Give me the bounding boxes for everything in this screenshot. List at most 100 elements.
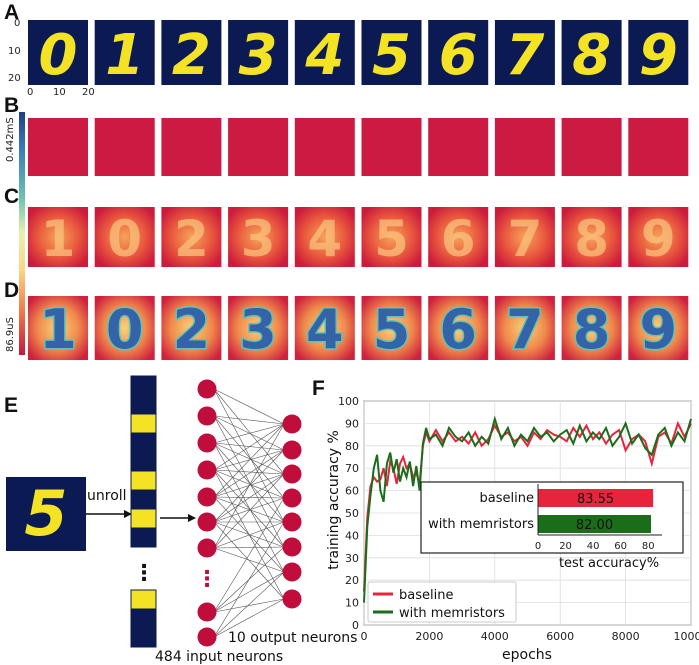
synapse-connection [213, 521, 285, 638]
synapse-connection [213, 521, 285, 548]
panel-label-b: B [4, 94, 20, 117]
blurred-conductance-map-3: 3 [228, 207, 289, 268]
digit-glyph: 4 [304, 23, 344, 88]
panel-a-ytick: 10 [8, 46, 21, 57]
x-tick-label: 8000 [612, 630, 640, 643]
output-neuron [282, 537, 302, 557]
trained-conductance-map-1: 1 [28, 296, 88, 363]
y-tick-label: 30 [345, 552, 359, 565]
input-vector-cell [130, 375, 157, 396]
synapse-connection [213, 415, 285, 548]
panel-a-xtick: 10 [53, 87, 66, 98]
vector-arrowhead [188, 514, 196, 522]
input-vector-cell [130, 394, 157, 415]
synapse-connection [213, 598, 285, 613]
synapse-connection [213, 423, 285, 444]
synapse-connection [213, 442, 285, 523]
uniform-conductance-map [494, 118, 555, 176]
trained-conductance-map-2: 2 [161, 296, 222, 363]
y-tick-label: 80 [345, 440, 359, 453]
digit-glyph: 2 [172, 23, 211, 88]
digit-image-0: 0 [28, 20, 88, 88]
digit-glyph: 3 [239, 23, 278, 88]
synapse-connection [213, 521, 285, 600]
uniform-conductance-map [28, 118, 88, 176]
colorbar [19, 112, 25, 355]
uniform-conductance-map [428, 118, 489, 176]
digit-image-8: 8 [561, 20, 622, 88]
digit-glyph: 7 [505, 23, 544, 88]
trained-digit-glyph: 8 [573, 298, 611, 361]
blurred-conductance-map-0: 0 [94, 207, 155, 268]
input-digit-glyph: 5 [24, 477, 67, 550]
input-vector-cell [130, 627, 157, 648]
digit-glyph: 0 [39, 23, 78, 88]
inset-value-label: 82.00 [576, 518, 613, 533]
x-tick-label: 2000 [415, 630, 443, 643]
input-neuron [197, 460, 217, 480]
digit-image-7: 7 [494, 20, 555, 88]
input-neuron [197, 602, 217, 622]
synapse-connection [213, 473, 285, 523]
blurred-conductance-map-2: 2 [161, 207, 222, 268]
trained-conductance-map-3: 3 [228, 296, 289, 363]
uniform-conductance-map [361, 118, 422, 176]
input-vector-cell [130, 432, 157, 453]
input-vector [130, 375, 157, 648]
trained-conductance-map-6: 6 [428, 296, 489, 363]
inset-bar-memristors [538, 515, 651, 533]
panel-e-network-diagram: 5 unroll ⋮ ⋮ 10 output neurons 484 input… [6, 375, 357, 665]
synapse-connection [213, 388, 285, 475]
input-vector-cell [130, 413, 157, 434]
blurred-digit-glyph: 7 [508, 210, 543, 268]
input-neuron [197, 433, 217, 453]
synapse-connection [213, 415, 285, 499]
synapse-connection [213, 442, 285, 475]
blurred-digit-glyph: 3 [241, 210, 276, 268]
trained-digit-glyph: 9 [640, 298, 678, 361]
inset-category-label: with memristors [428, 517, 534, 532]
synapse-connection [213, 415, 285, 425]
inset-x-tick: 60 [614, 541, 627, 552]
trained-conductance-map-8: 8 [561, 296, 622, 363]
uniform-conductance-map [94, 118, 155, 176]
blurred-digit-glyph: 4 [307, 210, 342, 268]
inset-x-tick: 80 [642, 541, 655, 552]
input-vector-cell [130, 489, 157, 510]
trained-digit-glyph: 2 [173, 298, 211, 361]
inset-value-label: 83.55 [577, 492, 614, 507]
blurred-digit-glyph: 8 [574, 210, 609, 268]
uniform-conductance-map [294, 118, 355, 176]
trained-digit-glyph: 5 [373, 298, 411, 361]
synapse-connection [213, 497, 285, 523]
trained-digit-glyph: 1 [39, 298, 77, 361]
synapse-connection [213, 415, 285, 451]
y-tick-label: 0 [352, 619, 359, 632]
colorbar-top-label: 0.442mS [5, 117, 16, 162]
panel-a-ytick: 0 [14, 18, 21, 29]
digit-image-4: 4 [294, 20, 355, 88]
y-tick-label: 40 [345, 529, 359, 542]
synapse-connection [213, 473, 285, 549]
trained-conductance-map-4: 4 [294, 296, 355, 363]
synapse-connection [213, 423, 285, 498]
inset-x-tick: 0 [535, 541, 541, 552]
input-neuron [197, 406, 217, 426]
synapse-connection [213, 449, 285, 498]
output-neuron-layer [282, 414, 302, 609]
synapse-connection [213, 496, 285, 499]
trained-conductance-map-5: 5 [361, 296, 422, 363]
trained-digit-glyph: 0 [106, 298, 144, 361]
uniform-conductance-map [561, 118, 622, 176]
panel-f-training-chart: 0 10 20 30 40 50 60 70 80 90 100 0 2000 4000 6000 8000 1… [338, 395, 699, 643]
input-neuron-layer [197, 379, 217, 647]
blurred-digit-glyph: 6 [441, 210, 476, 268]
digit-image-1: 1 [94, 20, 155, 88]
synapse-connection [213, 571, 285, 638]
blurred-digit-glyph: 2 [174, 210, 209, 268]
y-tick-label: 50 [345, 507, 359, 520]
inset-category-label: baseline [480, 491, 534, 506]
trained-conductance-map-7: 7 [494, 296, 555, 363]
blurred-digit-glyph: 0 [107, 210, 142, 268]
